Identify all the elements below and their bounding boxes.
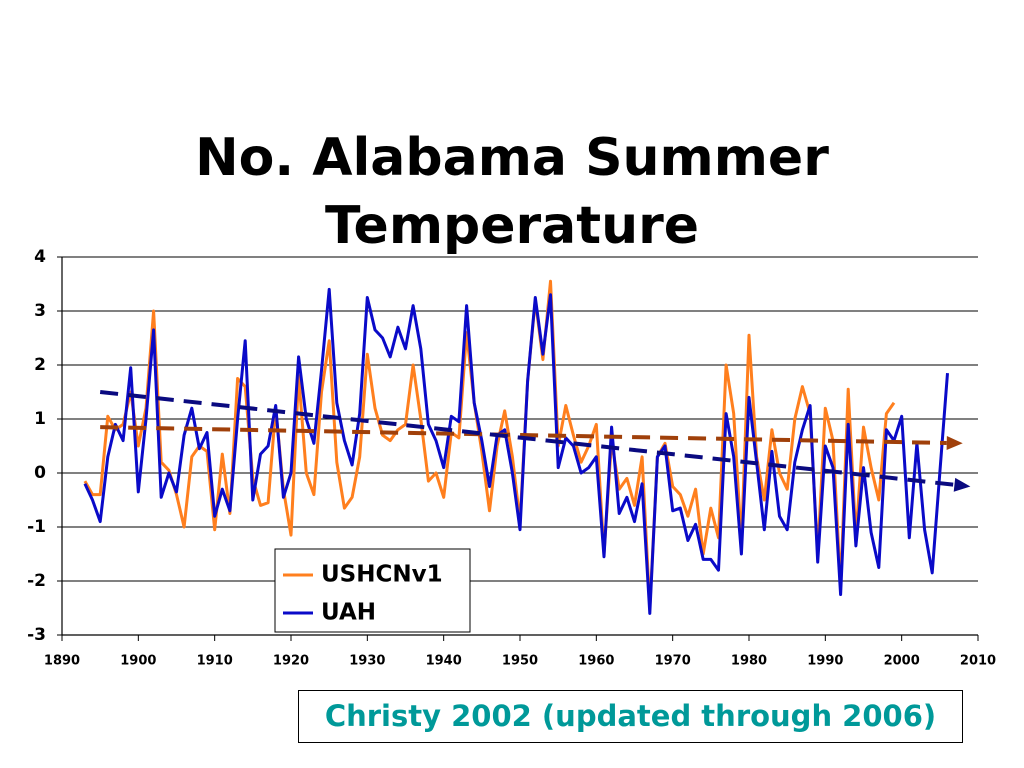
x-tick-label: 1960 <box>578 654 614 669</box>
y-tick-label: 3 <box>34 301 46 321</box>
x-tick-label: 2010 <box>960 654 996 669</box>
trend-arrowhead <box>953 477 971 492</box>
x-tick-label: 1910 <box>197 654 233 669</box>
y-tick-label: 2 <box>34 355 46 375</box>
chart-title: No. Alabama Summer Temperature <box>195 128 829 256</box>
series-line <box>83 279 896 610</box>
y-tick-label: -1 <box>27 517 46 537</box>
x-tick-label: 1940 <box>426 654 462 669</box>
legend-box <box>274 548 471 633</box>
annotation: Christy 2002 (updated through 2006) <box>298 690 963 743</box>
y-tick-label: 0 <box>34 463 46 483</box>
x-tick-label: 1970 <box>655 654 691 669</box>
x-tick-label: 1930 <box>349 654 385 669</box>
x-tick-label: 1980 <box>731 654 767 669</box>
x-tick-label: 1920 <box>273 654 309 669</box>
y-tick-label: 4 <box>34 247 46 267</box>
x-tick-label: 1900 <box>120 654 156 669</box>
legend-label: UAH <box>321 600 376 626</box>
series-line <box>83 287 949 615</box>
x-tick-label: 2000 <box>884 654 920 669</box>
y-tick-label: 1 <box>34 409 46 429</box>
trend-arrowhead <box>946 436 963 450</box>
x-tick-label: 1990 <box>807 654 843 669</box>
x-tick-label: 1890 <box>44 654 80 669</box>
legend-label: USHCNv1 <box>321 562 443 588</box>
y-tick-label: -2 <box>27 571 46 591</box>
trend-line <box>100 425 947 445</box>
y-tick-label: -3 <box>27 625 46 645</box>
trend-line <box>99 390 955 487</box>
x-tick-label: 1950 <box>502 654 538 669</box>
